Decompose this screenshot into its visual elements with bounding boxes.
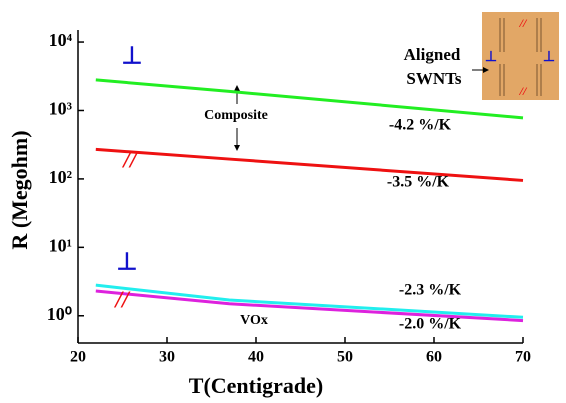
- annotation: //: [519, 84, 528, 98]
- y-axis-label: R (Megohm): [7, 130, 32, 249]
- annotation: Aligned: [404, 45, 461, 64]
- annotation: //: [113, 288, 131, 314]
- inset-electrodes: [499, 18, 542, 96]
- y-tick-label: 10⁴: [49, 30, 73, 50]
- y-tick-label: 10⁰: [47, 304, 72, 324]
- annotation: Composite: [204, 108, 268, 123]
- annotation: -3.5 %/K: [387, 174, 450, 191]
- inset-image: [482, 12, 559, 100]
- x-tick-label: 40: [248, 349, 264, 366]
- x-axis-label: T(Centigrade): [189, 373, 323, 398]
- annotation: -2.3 %/K: [399, 282, 462, 299]
- annotation: SWNTs: [406, 69, 462, 88]
- annotation: VOx: [240, 313, 268, 328]
- annotation: //: [519, 16, 528, 30]
- y-tick-label: 10²: [49, 167, 72, 187]
- data-line: [95, 289, 524, 323]
- x-tick-label: 20: [70, 349, 86, 366]
- annotation: ⊥: [485, 50, 497, 65]
- y-tick-label: 10³: [49, 99, 73, 119]
- x-tick-label: 70: [515, 349, 531, 366]
- annotation: -4.2 %/K: [389, 117, 452, 134]
- data-line: [95, 147, 524, 182]
- y-tick-label: 10¹: [49, 235, 72, 255]
- x-tick-label: 30: [159, 349, 175, 366]
- annotation: ⊥: [117, 250, 138, 276]
- annotation: ⊥: [122, 44, 143, 70]
- annotation: ⊥: [543, 50, 555, 65]
- x-tick-label: 60: [426, 349, 442, 366]
- annotation: -2.0 %/K: [399, 316, 462, 333]
- annotation: //: [121, 148, 139, 174]
- x-tick-label: 50: [337, 349, 353, 366]
- data-line: [95, 78, 524, 120]
- data-line: [95, 283, 524, 319]
